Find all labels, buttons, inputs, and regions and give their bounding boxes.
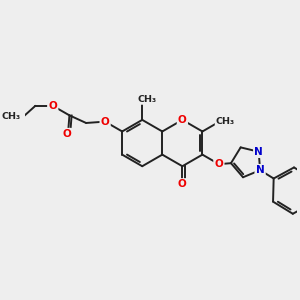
Text: O: O — [214, 159, 223, 169]
Text: O: O — [178, 115, 187, 125]
Text: CH₃: CH₃ — [138, 94, 157, 103]
Text: N: N — [256, 165, 265, 175]
Text: O: O — [62, 129, 71, 139]
Text: O: O — [101, 117, 110, 127]
Text: O: O — [48, 101, 57, 111]
Text: CH₃: CH₃ — [216, 117, 235, 126]
Text: N: N — [254, 147, 263, 157]
Text: CH₃: CH₃ — [2, 112, 20, 121]
Text: O: O — [178, 179, 187, 189]
